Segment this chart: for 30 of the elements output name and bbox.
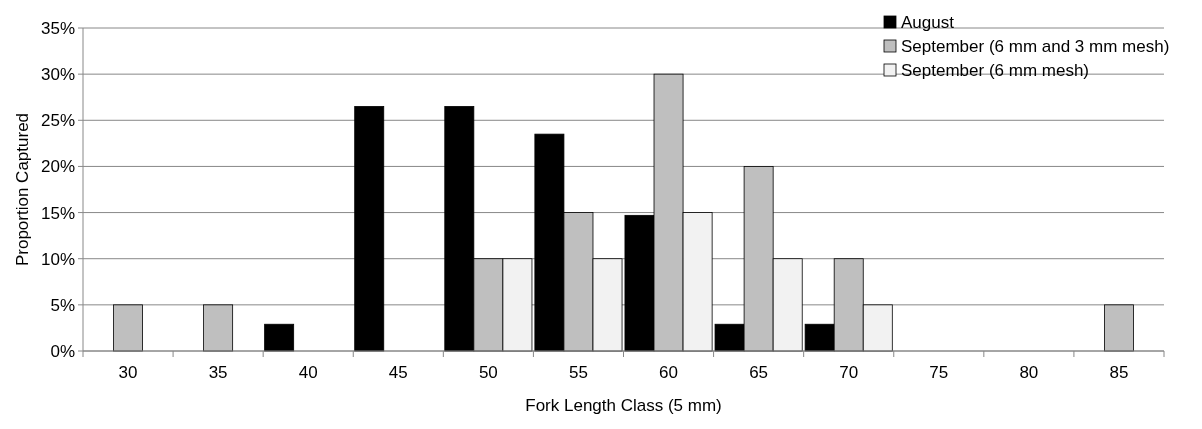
x-tick-label: 70 bbox=[839, 363, 859, 382]
y-tick-label: 20% bbox=[40, 157, 75, 177]
y-tick-label: 5% bbox=[50, 295, 75, 315]
y-tick-label: 35% bbox=[40, 18, 75, 38]
bar bbox=[264, 323, 295, 352]
legend-label: September (6 mm and 3 mm mesh) bbox=[901, 36, 1170, 56]
x-tick-label: 75 bbox=[929, 363, 949, 382]
x-tick-label: 60 bbox=[659, 363, 678, 382]
legend-label: September (6 mm mesh) bbox=[901, 60, 1089, 80]
y-tick-label: 15% bbox=[40, 203, 75, 223]
x-tick-label: 85 bbox=[1109, 363, 1129, 382]
x-tick-label: 65 bbox=[749, 363, 769, 382]
y-tick-label: 10% bbox=[40, 249, 75, 269]
legend-label: August bbox=[901, 12, 955, 32]
y-tick-label: 25% bbox=[40, 111, 75, 131]
x-tick-label: 35 bbox=[208, 363, 228, 382]
bar bbox=[113, 304, 143, 352]
y-axis-title: Proportion Captured bbox=[13, 112, 32, 267]
bar bbox=[203, 304, 234, 352]
x-tick-label: 30 bbox=[118, 363, 138, 382]
y-tick-label: 0% bbox=[50, 341, 75, 361]
x-tick-label: 40 bbox=[298, 363, 318, 382]
x-tick-label: 50 bbox=[478, 363, 498, 382]
bar bbox=[1104, 304, 1134, 352]
bar bbox=[354, 106, 385, 352]
y-tick-label: 30% bbox=[40, 65, 75, 85]
x-tick-label: 55 bbox=[569, 363, 588, 382]
x-tick-label: 45 bbox=[388, 363, 408, 382]
x-tick-label: 80 bbox=[1019, 363, 1039, 382]
x-axis-title: Fork Length Class (5 mm) bbox=[525, 396, 722, 415]
